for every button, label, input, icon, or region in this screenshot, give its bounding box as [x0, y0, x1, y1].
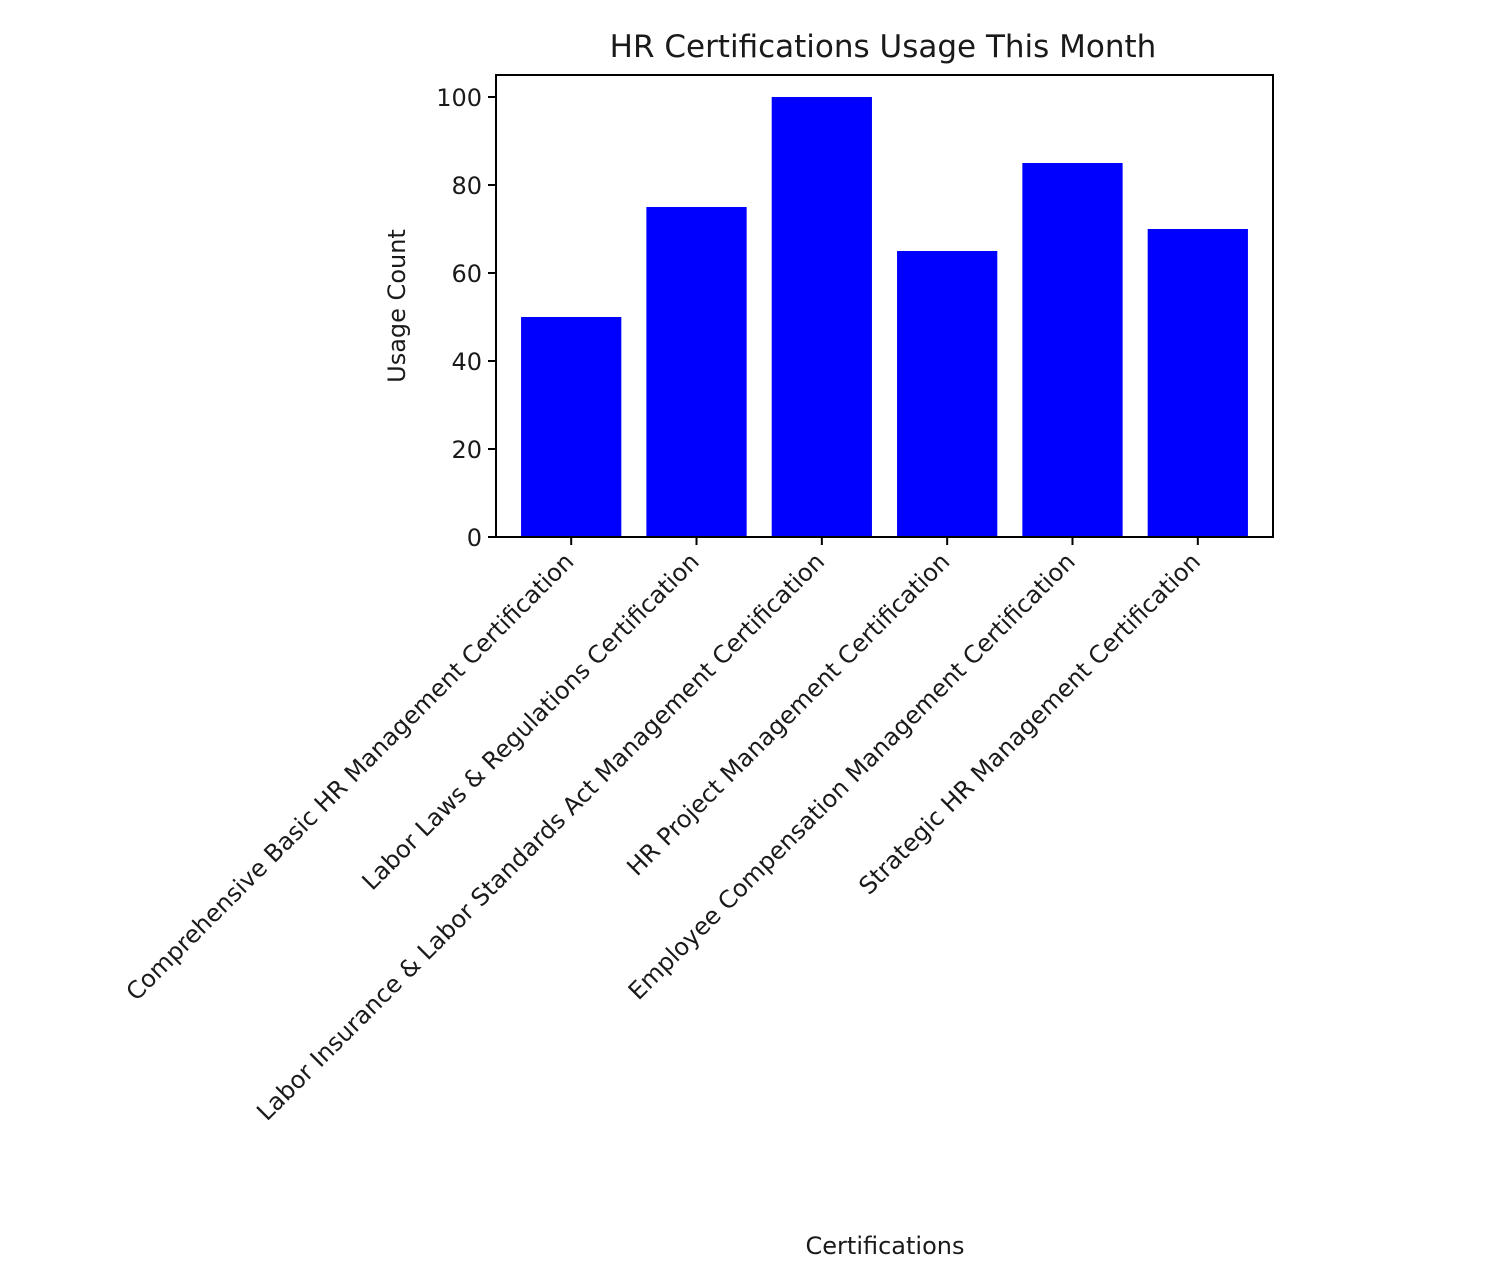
x-ticks-group: Comprehensive Basic HR Management Certif… [121, 537, 1206, 1126]
bar [521, 317, 622, 537]
bar [1022, 163, 1123, 537]
bar [771, 97, 872, 537]
y-tick-label: 80 [451, 172, 482, 200]
chart-title: HR Certifications Usage This Month [610, 29, 1157, 65]
plot-frame [495, 74, 1274, 538]
bar [1147, 229, 1248, 537]
bar [897, 251, 998, 537]
y-tick-label: 60 [451, 260, 482, 288]
x-tick-label: Comprehensive Basic HR Management Certif… [121, 547, 580, 1006]
y-tick-label: 100 [436, 84, 482, 112]
y-tick-label: 0 [467, 524, 482, 552]
y-ticks-group: 0 20 40 60 80 100 [436, 84, 496, 552]
x-tick-label: Employee Compensation Management Certifi… [623, 547, 1081, 1005]
y-axis-label: Usage Count [383, 229, 411, 383]
y-tick-label: 40 [451, 348, 482, 376]
bars-group [521, 97, 1248, 537]
y-tick-label: 20 [451, 436, 482, 464]
x-axis-label: Certifications [806, 1232, 965, 1260]
x-tick-label: Labor Insurance & Labor Standards Act Ma… [251, 547, 830, 1126]
bar [646, 207, 747, 537]
